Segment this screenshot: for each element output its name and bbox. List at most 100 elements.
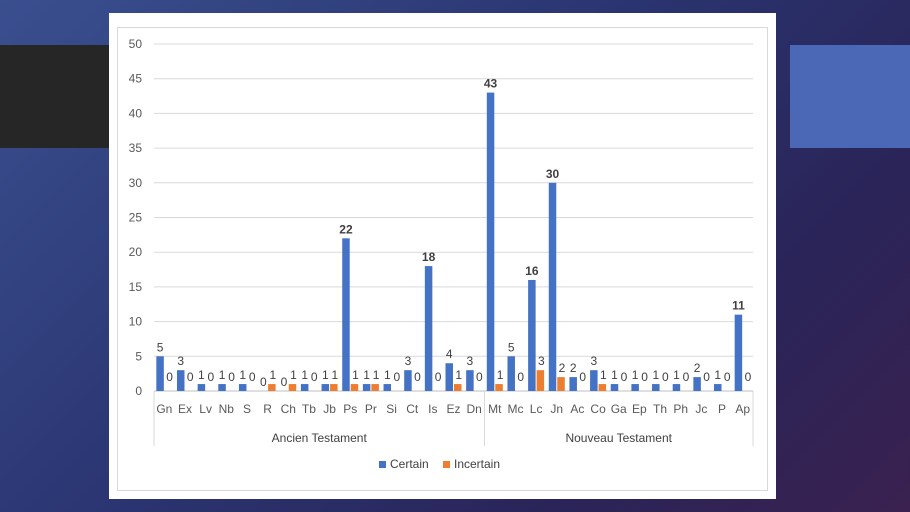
data-label-incertain-Ac: 0 xyxy=(579,370,586,384)
bars xyxy=(156,92,743,391)
bar-certain-Jc xyxy=(693,377,701,391)
y-tick-label: 10 xyxy=(129,315,143,329)
data-label-incertain-Gn: 0 xyxy=(166,370,173,384)
data-label-incertain-Tb: 0 xyxy=(311,370,318,384)
y-tick-label: 40 xyxy=(129,106,143,120)
data-label-incertain-Ps: 1 xyxy=(352,368,359,382)
bar-certain-Si xyxy=(383,384,392,391)
y-tick-label: 20 xyxy=(129,245,143,259)
bar-certain-Ap xyxy=(734,314,743,391)
bar-certain-Pr xyxy=(362,384,371,391)
data-label-certain-Ex: 3 xyxy=(177,354,184,368)
data-label-certain-Pr: 1 xyxy=(363,368,370,382)
bar-certain-Ez xyxy=(445,363,453,391)
x-tick-label-Jb: Jb xyxy=(323,402,336,416)
data-label-certain-Ch: 0 xyxy=(281,375,288,389)
x-tick-label-Th: Th xyxy=(653,402,667,416)
bar-certain-Tb xyxy=(300,384,309,391)
y-tick-label: 30 xyxy=(129,176,143,190)
data-label-incertain-Dn: 0 xyxy=(476,370,483,384)
x-tick-label-Ex: Ex xyxy=(178,402,192,416)
bar-incertain-Mt xyxy=(495,384,503,391)
y-tick-label: 35 xyxy=(129,141,143,155)
data-label-incertain-Jc: 0 xyxy=(703,370,710,384)
bar-certain-Co xyxy=(590,370,598,391)
data-label-incertain-Ct: 0 xyxy=(414,370,421,384)
bar-certain-Ps xyxy=(342,238,350,391)
x-tick-label-Tb: Tb xyxy=(302,402,316,416)
data-label-incertain-Ch: 1 xyxy=(290,368,297,382)
x-tick-label-Gn: Gn xyxy=(156,402,172,416)
data-label-incertain-Mt: 1 xyxy=(497,368,504,382)
x-tick-label-Co: Co xyxy=(590,402,606,416)
x-tick-label-Nb: Nb xyxy=(219,402,235,416)
data-label-incertain-Si: 0 xyxy=(393,370,400,384)
data-label-incertain-Ap: 0 xyxy=(745,370,752,384)
bar-certain-Is xyxy=(424,266,433,391)
x-tick-label-Ps: Ps xyxy=(343,402,357,416)
bar-incertain-Co xyxy=(598,384,607,391)
legend-swatch-certain xyxy=(379,461,386,468)
data-label-certain-Gn: 5 xyxy=(157,340,164,354)
data-label-incertain-Jb: 1 xyxy=(331,368,338,382)
x-tick-label-R: R xyxy=(263,402,272,416)
data-label-incertain-S: 0 xyxy=(249,370,256,384)
data-label-certain-Ap: 11 xyxy=(732,299,745,313)
data-label-incertain-Lc: 3 xyxy=(538,354,545,368)
bar-incertain-Lc xyxy=(536,370,545,391)
bar-certain-Dn xyxy=(466,370,474,391)
data-label-certain-Nb: 1 xyxy=(219,368,226,382)
decorative-blue-block xyxy=(790,45,910,148)
data-label-incertain-Ep: 0 xyxy=(641,370,648,384)
legend-swatch-incertain xyxy=(443,461,450,468)
x-tick-label-Si: Si xyxy=(386,402,397,416)
data-label-certain-R: 0 xyxy=(260,375,267,389)
data-label-certain-Mt: 43 xyxy=(484,77,498,91)
data-label-incertain-Co: 1 xyxy=(600,368,607,382)
bar-certain-Mc xyxy=(507,356,515,391)
x-tick-label-Ga: Ga xyxy=(611,402,627,416)
x-tick-label-Ph: Ph xyxy=(673,402,688,416)
y-tick-label: 15 xyxy=(129,280,143,294)
data-label-certain-Th: 1 xyxy=(652,368,659,382)
x-tick-label-Ac: Ac xyxy=(570,402,584,416)
bar-certain-Gn xyxy=(156,356,164,391)
data-label-certain-Dn: 3 xyxy=(467,354,474,368)
x-tick-label-Lv: Lv xyxy=(199,402,212,416)
x-tick-label-Ep: Ep xyxy=(632,402,647,416)
legend: Certain Incertain xyxy=(379,457,500,471)
bar-certain-Jn xyxy=(548,182,557,391)
bar-certain-Jb xyxy=(321,384,330,391)
x-tick-label-Pr: Pr xyxy=(365,402,377,416)
data-label-certain-Ph: 1 xyxy=(673,368,680,382)
x-tick-label-Lc: Lc xyxy=(530,402,543,416)
data-label-certain-Ct: 3 xyxy=(405,354,412,368)
chart-frame xyxy=(117,27,768,491)
data-label-certain-Ez: 4 xyxy=(446,347,453,361)
data-label-incertain-Th: 0 xyxy=(662,370,669,384)
y-tick-label: 50 xyxy=(129,37,143,51)
data-label-incertain-Ga: 0 xyxy=(621,370,628,384)
data-label-certain-Tb: 1 xyxy=(301,368,308,382)
group-label: Ancien Testament xyxy=(272,431,368,445)
bar-certain-Ep xyxy=(631,384,639,391)
data-label-incertain-Is: 0 xyxy=(435,370,442,384)
bar-certain-Ct xyxy=(404,370,412,391)
x-tick-label-Jn: Jn xyxy=(550,402,563,416)
gridlines xyxy=(154,43,753,392)
data-label-certain-Mc: 5 xyxy=(508,340,515,354)
x-tick-label-Is: Is xyxy=(428,402,437,416)
x-tick-label-Ez: Ez xyxy=(446,402,460,416)
data-label-incertain-Nb: 0 xyxy=(228,370,235,384)
data-label-certain-Lc: 16 xyxy=(525,264,539,278)
x-tick-label-Ap: Ap xyxy=(735,402,750,416)
bar-certain-Mt xyxy=(486,92,495,391)
bar-incertain-Jn xyxy=(557,377,565,391)
bar-certain-S xyxy=(238,384,247,391)
data-label-incertain-P: 0 xyxy=(724,370,731,384)
x-tick-label-Ch: Ch xyxy=(281,402,296,416)
data-label-incertain-Mc: 0 xyxy=(517,370,524,384)
data-label-certain-Si: 1 xyxy=(384,368,391,382)
group-label: Nouveau Testament xyxy=(565,431,672,445)
